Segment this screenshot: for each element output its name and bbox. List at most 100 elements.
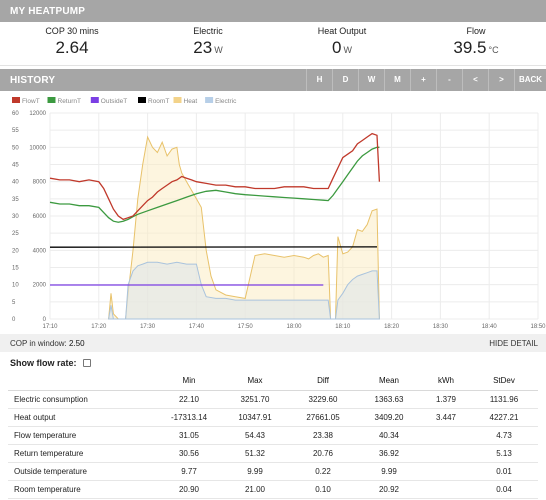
table-cell: 9.77 bbox=[158, 462, 220, 481]
stat-number: 2.64 bbox=[55, 38, 89, 57]
x-tick-label: 18:40 bbox=[482, 324, 498, 330]
stat-number: 23 bbox=[193, 38, 213, 57]
legend-swatch bbox=[205, 97, 214, 103]
y-left-tick-label: 50 bbox=[12, 145, 19, 151]
cop-value: 2.50 bbox=[69, 339, 85, 348]
table-cell bbox=[422, 462, 470, 481]
table-cell: 21.00 bbox=[220, 480, 290, 499]
table-cell: 0.01 bbox=[470, 462, 538, 481]
table-cell: 3251.70 bbox=[220, 390, 290, 409]
legend-swatch bbox=[173, 97, 182, 103]
y-left-tick-label: 5 bbox=[12, 300, 16, 306]
row-label: Outside temperature bbox=[8, 462, 158, 481]
table-cell: 9.99 bbox=[220, 462, 290, 481]
series-returnt-line bbox=[49, 146, 380, 223]
legend-label: Electric bbox=[215, 98, 237, 105]
row-label: Flow temperature bbox=[8, 426, 158, 445]
legend-swatch bbox=[47, 97, 56, 103]
col-header: Max bbox=[220, 372, 290, 391]
table-cell: 5.13 bbox=[470, 444, 538, 463]
x-tick-label: 17:20 bbox=[91, 324, 107, 330]
table-row: Outside temperature 9.77 9.99 0.22 9.99 0.01 bbox=[8, 462, 538, 481]
table-cell: 20.92 bbox=[356, 480, 422, 499]
x-tick-label: 18:30 bbox=[433, 324, 449, 330]
stat-electric: Electric 23 W bbox=[140, 26, 276, 58]
stat-unit: W bbox=[343, 45, 352, 55]
stat-flow: Flow 39.5 °C bbox=[408, 26, 544, 58]
table-cell: 23.38 bbox=[290, 426, 356, 445]
x-tick-label: 18:00 bbox=[286, 324, 302, 330]
legend-swatch bbox=[90, 97, 99, 103]
history-controls: H D W M + - < > BACK bbox=[306, 69, 546, 91]
col-header: StDev bbox=[470, 372, 538, 391]
table-cell: 27661.05 bbox=[290, 408, 356, 427]
flow-rate-checkbox[interactable] bbox=[82, 359, 91, 367]
x-tick-label: 18:10 bbox=[335, 324, 351, 330]
legend-swatch bbox=[138, 97, 146, 103]
row-label: Heat output bbox=[8, 408, 158, 427]
zoom-out-button[interactable]: - bbox=[436, 69, 462, 91]
stat-label: Heat Output bbox=[317, 26, 367, 36]
stat-value: 23 W bbox=[140, 38, 276, 58]
y-right-tick-label: 2000 bbox=[33, 283, 47, 289]
zoom-in-button[interactable]: + bbox=[410, 69, 436, 91]
back-button[interactable]: BACK bbox=[514, 69, 546, 91]
table-cell: 22.10 bbox=[158, 390, 220, 409]
table-cell: 51.32 bbox=[220, 444, 290, 463]
cop-window: COP in window: 2.50 bbox=[10, 339, 85, 348]
pan-right-button[interactable]: > bbox=[488, 69, 514, 91]
table-cell: 1.379 bbox=[422, 390, 470, 409]
legend-label: Heat bbox=[184, 98, 198, 105]
y-left-tick-label: 55 bbox=[12, 128, 19, 134]
x-tick-label: 18:20 bbox=[384, 324, 400, 330]
my-heatpump-title: MY HEATPUMP bbox=[10, 6, 86, 17]
table-cell: 30.56 bbox=[158, 444, 220, 463]
cop-label: COP in window: bbox=[10, 339, 67, 348]
table-header-row: Min Max Diff Mean kWh StDev bbox=[8, 372, 538, 391]
table-cell: -17313.14 bbox=[158, 408, 220, 427]
stat-value: 39.5 °C bbox=[408, 38, 544, 58]
table-row: Flow temperature 31.05 54.43 23.38 40.34 4.73 bbox=[8, 426, 538, 445]
x-tick-label: 18:50 bbox=[530, 324, 546, 330]
legend-label: RoomT bbox=[148, 98, 169, 105]
table-cell: 3409.20 bbox=[356, 408, 422, 427]
pan-left-button[interactable]: < bbox=[462, 69, 488, 91]
series-flowt-line bbox=[49, 132, 381, 221]
month-button[interactable]: M bbox=[384, 69, 410, 91]
table-cell: 36.92 bbox=[356, 444, 422, 463]
day-button[interactable]: D bbox=[332, 69, 358, 91]
table-row: Heat output -17313.14 10347.91 27661.05 3409… bbox=[8, 408, 538, 427]
table-cell: 9.99 bbox=[356, 462, 422, 481]
table-cell: 3229.60 bbox=[290, 390, 356, 409]
stat-label: COP 30 mins bbox=[45, 26, 99, 36]
stat-cop: COP 30 mins 2.64 bbox=[4, 26, 140, 58]
table-cell: 20.90 bbox=[158, 480, 220, 499]
y-left-tick-label: 35 bbox=[12, 197, 19, 203]
series-electric-area bbox=[108, 261, 380, 320]
y-right-tick-label: 8000 bbox=[33, 180, 47, 186]
table-cell: 1363.63 bbox=[356, 390, 422, 409]
y-left-tick-label: 15 bbox=[12, 266, 19, 272]
table-row: Room temperature 20.90 21.00 0.10 20.92 0.04 bbox=[8, 480, 538, 499]
col-header bbox=[8, 372, 158, 391]
y-left-tick-label: 20 bbox=[12, 248, 19, 254]
stat-unit: °C bbox=[488, 45, 499, 55]
y-right-tick-label: 12000 bbox=[29, 111, 46, 117]
table-cell: 3.447 bbox=[422, 408, 470, 427]
x-tick-label: 17:50 bbox=[238, 324, 254, 330]
hour-button[interactable]: H bbox=[306, 69, 332, 91]
table-cell: 0.10 bbox=[290, 480, 356, 499]
y-left-tick-label: 30 bbox=[12, 214, 19, 220]
history-chart[interactable]: FlowT ReturnT OutsideT RoomT Heat Electric 17:… bbox=[0, 91, 546, 333]
week-button[interactable]: W bbox=[358, 69, 384, 91]
stats-panel: COP 30 mins 2.64 Electric 23 W Heat Outpu… bbox=[0, 22, 546, 66]
table-cell: 20.76 bbox=[290, 444, 356, 463]
stat-label: Electric bbox=[193, 26, 223, 36]
x-tick-label: 17:40 bbox=[189, 324, 205, 330]
y-left-tick-label: 10 bbox=[12, 283, 19, 289]
table-cell: 10347.91 bbox=[220, 408, 290, 427]
hide-detail-button[interactable]: HIDE DETAIL bbox=[489, 339, 538, 348]
table-row: Electric consumption 22.10 3251.70 3229.60 1… bbox=[8, 390, 538, 409]
my-heatpump-header: MY HEATPUMP bbox=[0, 0, 546, 22]
